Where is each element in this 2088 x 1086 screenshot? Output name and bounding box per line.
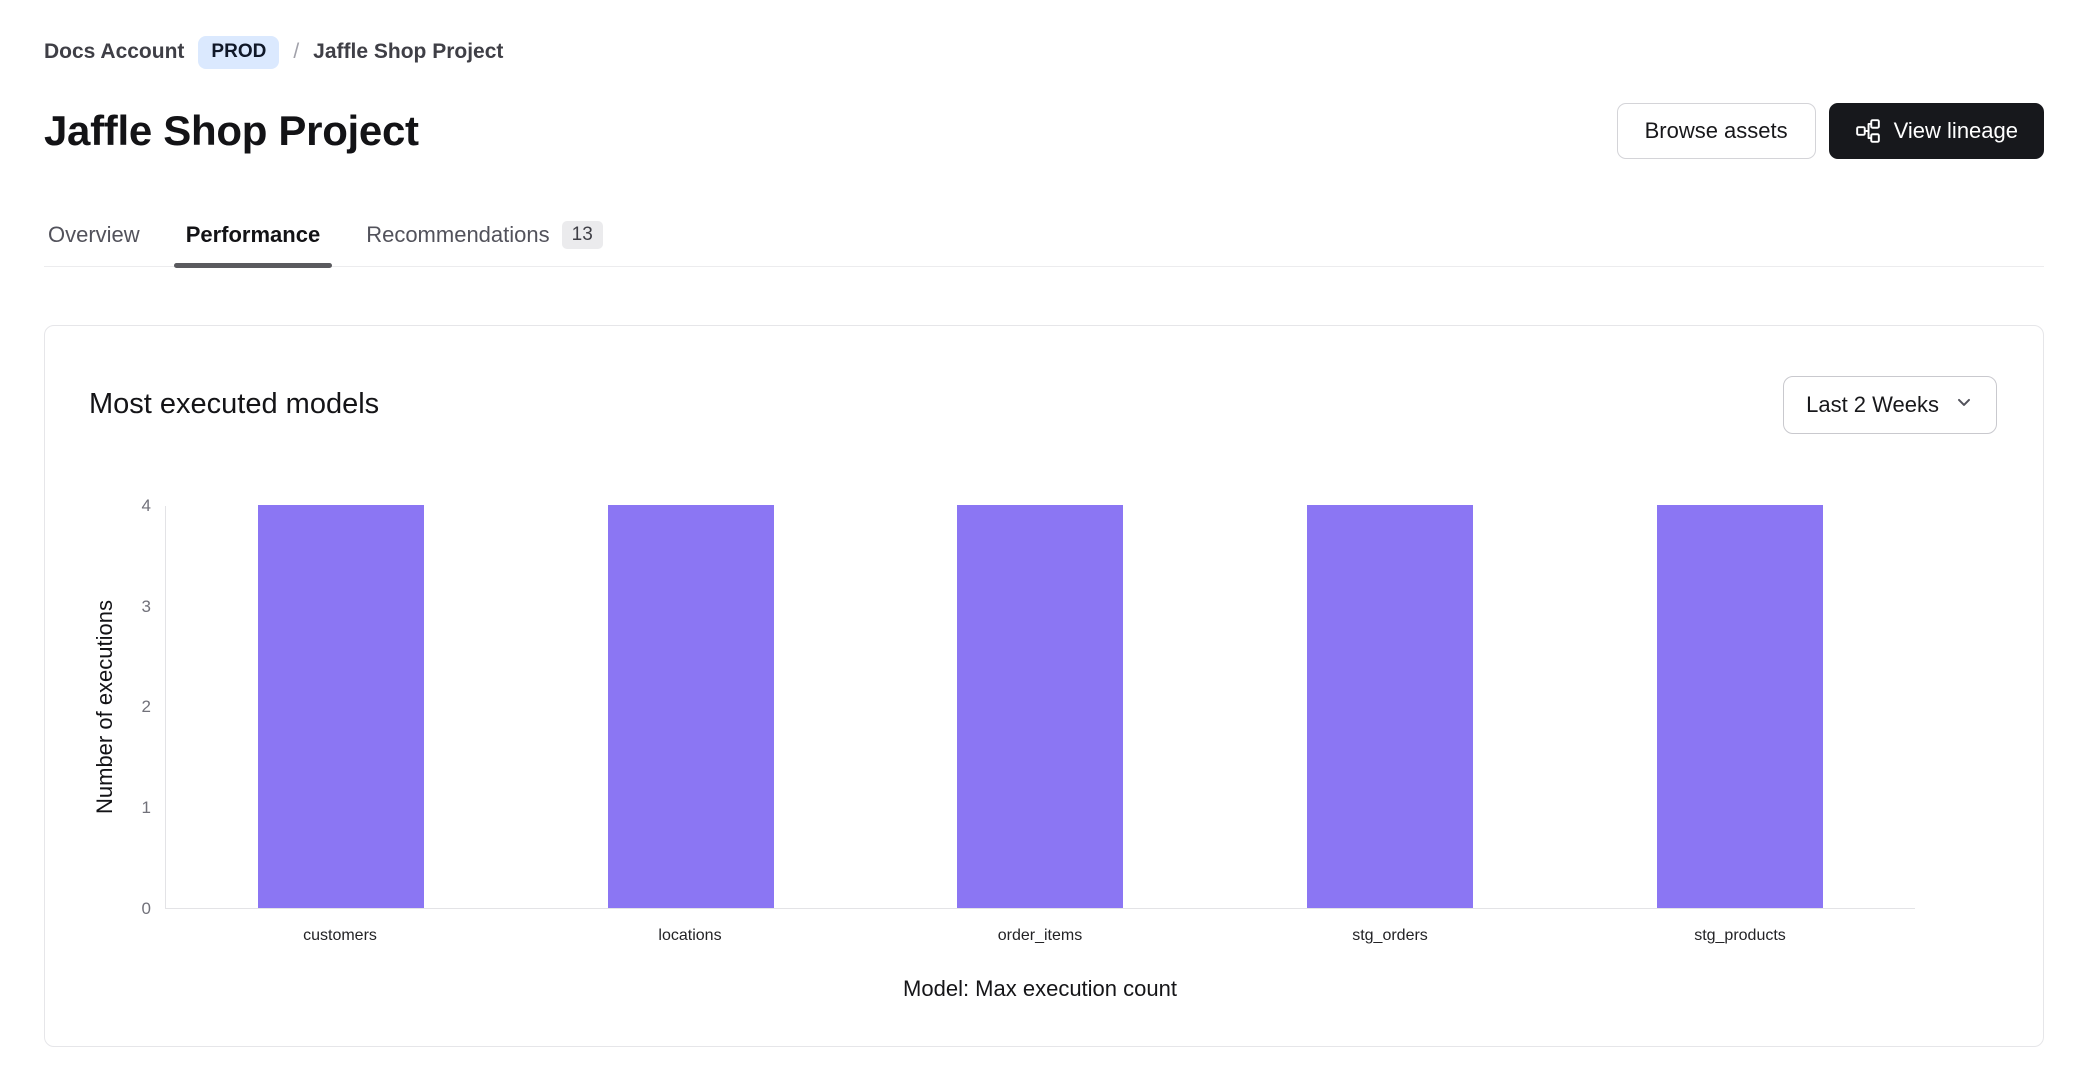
explorer-page: Docs Account PROD / Jaffle Shop Project … [44,36,2044,1047]
card-header: Most executed models Last 2 Weeks [45,326,2043,434]
bar-stg_orders[interactable] [1307,504,1474,908]
x-axis-title: Model: Max execution count [903,975,1177,1001]
time-range-value: Last 2 Weeks [1806,391,1939,417]
bar-slot [1565,504,1915,908]
most-executed-models-card: Most executed models Last 2 Weeks Number… [44,324,2044,1047]
y-axis-tick: 2 [141,697,151,717]
breadcrumb-separator: / [293,40,300,64]
bar-customers[interactable] [257,504,424,908]
tab-overview-label: Overview [48,221,140,247]
breadcrumb: Docs Account PROD / Jaffle Shop Project [44,36,2044,69]
y-axis-tick: 3 [141,596,151,616]
bar-slot [866,504,1216,908]
x-axis-label: stg_products [1694,926,1786,944]
y-axis-tick: 0 [141,898,151,918]
y-axis-ticks: 0 1 2 3 4 [45,496,151,918]
bar-locations[interactable] [607,504,774,908]
chevron-down-icon [1954,392,1974,418]
tab-bar: Overview Performance Recommendations 13 [44,220,2044,268]
browse-assets-button[interactable]: Browse assets [1616,102,1816,159]
card-title: Most executed models [89,388,380,421]
tab-performance[interactable]: Performance [173,221,333,268]
x-axis-label: order_items [997,926,1083,944]
tab-recommendations[interactable]: Recommendations 13 [354,220,615,266]
header-actions: Browse assets View lineage [1616,102,2044,159]
page-title: Jaffle Shop Project [44,106,419,154]
lineage-icon [1855,118,1881,144]
bar-stg_products[interactable] [1657,504,1824,908]
bar-slot [166,504,516,908]
tab-overview[interactable]: Overview [44,221,152,266]
x-axis-labels: customers locations order_items stg_orders s… [165,910,1915,945]
breadcrumb-account-link[interactable]: Docs Account [44,40,185,64]
bar-order_items[interactable] [957,504,1124,908]
x-axis-label: customers [303,926,377,944]
bar-slot [1215,504,1565,908]
view-lineage-label: View lineage [1893,117,2018,143]
y-axis-tick: 1 [141,798,151,818]
environment-badge[interactable]: PROD [198,36,280,69]
time-range-dropdown[interactable]: Last 2 Weeks [1783,375,1997,434]
x-axis-label: locations [658,926,722,944]
plot-area [165,504,1915,909]
breadcrumb-project: Jaffle Shop Project [313,40,504,64]
y-axis-tick: 4 [141,495,151,515]
recommendations-count-badge: 13 [561,220,603,249]
tab-performance-label: Performance [185,221,321,247]
tab-recommendations-label: Recommendations [366,221,550,247]
x-axis-label: stg_orders [1352,926,1428,944]
bar-slot [516,504,866,908]
view-lineage-button[interactable]: View lineage [1828,102,2044,159]
page-header: Jaffle Shop Project Browse assets View l… [44,102,2044,159]
